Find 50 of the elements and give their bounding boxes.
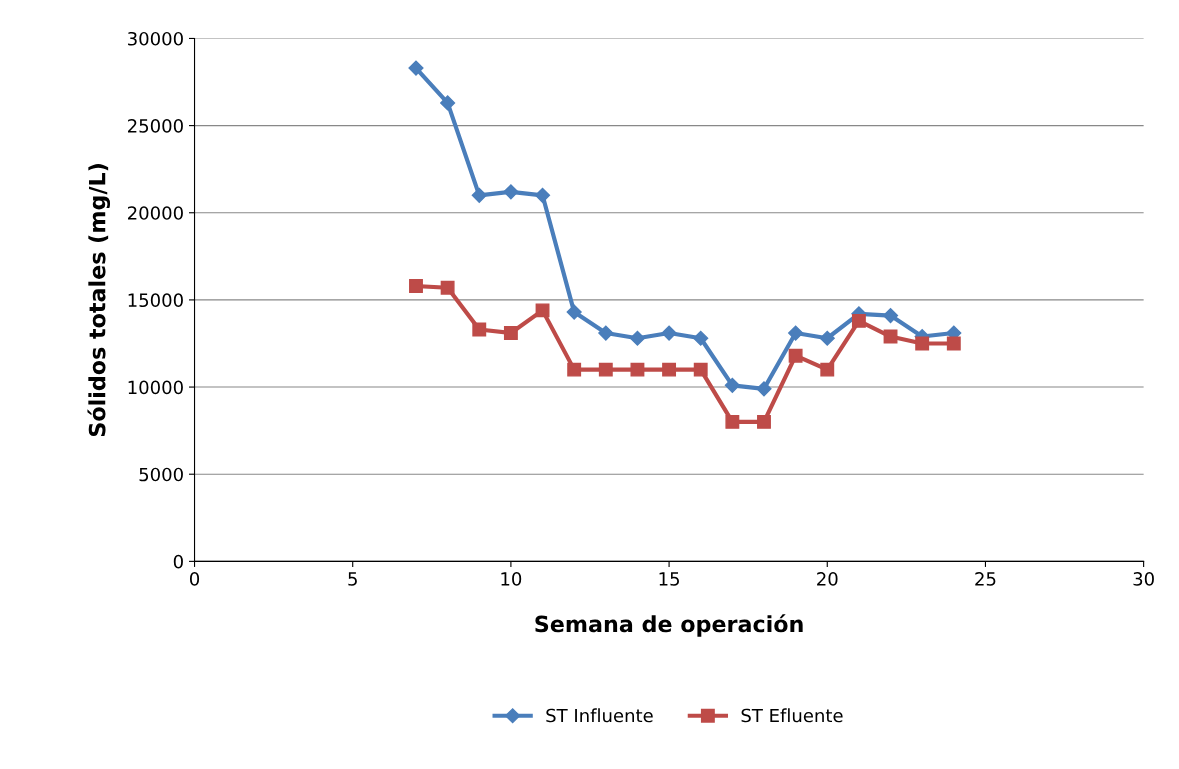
y-tick-label: 30000 xyxy=(128,31,183,46)
point xyxy=(662,362,677,377)
point xyxy=(851,313,866,328)
x-tick-label: 5 xyxy=(348,572,357,586)
y-tick-label: 15000 xyxy=(128,293,183,308)
point xyxy=(567,362,582,377)
x-tick-label: 0 xyxy=(189,572,200,586)
x-tick-label: 15 xyxy=(659,572,679,586)
x-tick-label: 25 xyxy=(975,572,996,586)
point xyxy=(788,348,803,363)
point xyxy=(409,279,423,293)
point xyxy=(630,362,645,377)
point xyxy=(693,362,708,377)
point xyxy=(915,336,930,351)
y-tick-label: 0 xyxy=(173,554,183,569)
point xyxy=(661,325,677,341)
point xyxy=(440,95,456,111)
point xyxy=(882,308,899,324)
point xyxy=(788,325,804,341)
point xyxy=(535,303,550,318)
point xyxy=(598,325,614,341)
y-tick-label: 25000 xyxy=(128,119,183,133)
point xyxy=(534,187,551,203)
point xyxy=(472,322,487,337)
y-tick-label: 20000 xyxy=(128,206,183,220)
y-tick-label: 5000 xyxy=(139,467,183,482)
point xyxy=(819,330,835,346)
point xyxy=(820,362,835,377)
point xyxy=(724,377,740,393)
point xyxy=(629,330,646,346)
point xyxy=(503,184,519,200)
point xyxy=(408,60,424,76)
x-axis-title: Semana de operación xyxy=(535,614,803,637)
legend-label: ST Efluente xyxy=(741,708,843,723)
point xyxy=(725,414,740,429)
point xyxy=(757,414,771,429)
x-tick-label: 20 xyxy=(817,572,838,586)
point xyxy=(693,330,709,346)
x-tick-label: 10 xyxy=(501,572,522,586)
y-axis-title: Sólidos totales (mg/L) xyxy=(87,164,111,437)
y-tick-label: 10000 xyxy=(128,380,183,395)
point xyxy=(756,381,772,397)
point xyxy=(440,280,455,295)
point xyxy=(598,362,613,377)
point xyxy=(471,187,487,203)
point xyxy=(946,336,961,351)
point xyxy=(566,304,582,320)
legend-label: ST Influente xyxy=(546,708,653,723)
x-tick-label: 30 xyxy=(1133,572,1154,586)
point xyxy=(503,326,518,340)
